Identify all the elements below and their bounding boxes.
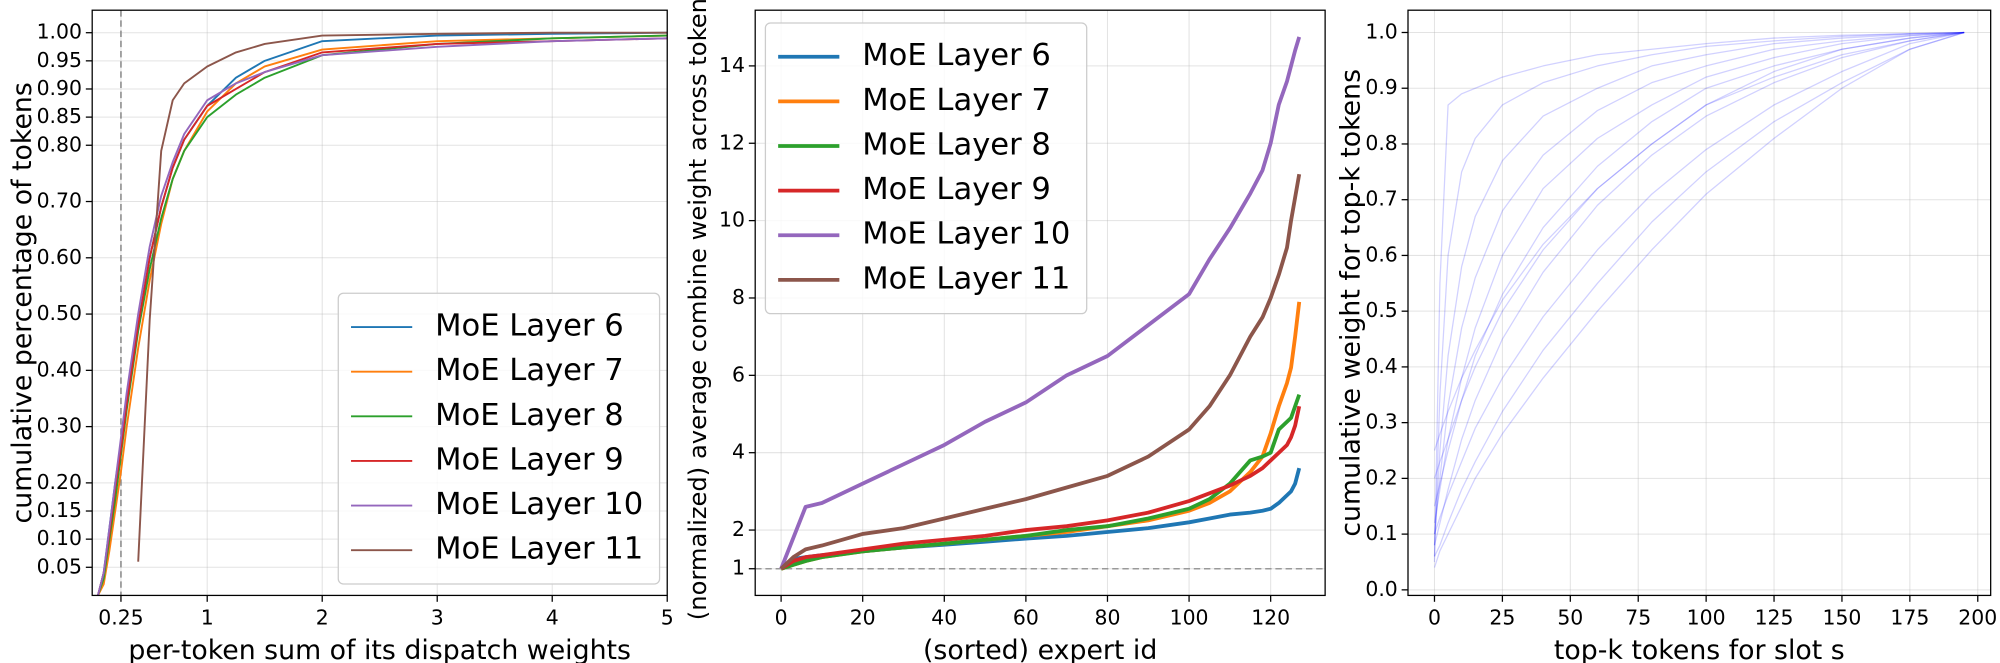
legend-label: MoE Layer 11	[435, 532, 643, 567]
y-tick-label: 0.30	[37, 414, 82, 438]
x-tick-label: 75	[1625, 605, 1651, 629]
axes-frame	[754, 9, 1326, 597]
x-tick-label: 4	[546, 605, 559, 629]
y-tick-label: 6	[732, 362, 745, 386]
y-tick-label: 0.15	[37, 498, 82, 522]
x-tick-label: 150	[1822, 605, 1861, 629]
data-line	[780, 405, 1302, 571]
y-axis-label: cumulative weight for top-k tokens	[1335, 69, 1366, 537]
y-axis-label: (normalized) average combine weight acro…	[684, 0, 712, 620]
y-tick-label: 4	[732, 440, 745, 464]
y-tick-label: 0.05	[37, 554, 82, 578]
legend-label: MoE Layer 9	[862, 172, 1051, 207]
y-tick-label: 0.5	[1365, 298, 1397, 322]
y-tick-label: 1.00	[37, 20, 82, 44]
x-tick-label: 200	[1958, 605, 1997, 629]
x-tick-label: 3	[431, 605, 444, 629]
legend-label: MoE Layer 10	[862, 217, 1070, 252]
x-tick-label: 40	[931, 605, 957, 629]
x-tick-label: 0	[775, 605, 788, 629]
x-axis-label: per-token sum of its dispatch weights	[128, 635, 631, 663]
y-tick-label: 0.90	[37, 76, 82, 100]
legend-label: MoE Layer 7	[435, 353, 624, 388]
data-line	[1433, 31, 1965, 562]
legend-label: MoE Layer 8	[435, 398, 624, 433]
legend-label: MoE Layer 6	[862, 38, 1051, 73]
data-line	[779, 36, 1302, 570]
legend-label: MoE Layer 8	[862, 127, 1051, 162]
x-tick-label: 5	[661, 605, 674, 629]
legend-box	[764, 22, 1088, 315]
x-tick-label: 80	[1094, 605, 1120, 629]
data-line	[1433, 31, 1965, 479]
data-line	[779, 173, 1302, 571]
y-tick-label: 0.40	[37, 357, 82, 381]
x-axis-label: top-k tokens for slot s	[1554, 635, 1845, 663]
data-line	[780, 394, 1302, 571]
y-tick-label: 1	[732, 556, 745, 580]
x-tick-label: 25	[1489, 605, 1515, 629]
y-tick-label: 0.20	[37, 470, 82, 494]
y-tick-label: 0.4	[1365, 354, 1397, 378]
legend-label: MoE Layer 11	[862, 261, 1070, 296]
axes-frame	[1407, 9, 1992, 597]
data-line	[1433, 31, 1965, 535]
y-tick-label: 0.2	[1365, 465, 1397, 489]
legend-label: MoE Layer 10	[435, 487, 643, 522]
y-tick-label: 0.3	[1365, 410, 1397, 434]
y-axis-label: cumulative percentage of tokens	[7, 82, 38, 523]
y-tick-label: 0.80	[37, 132, 82, 156]
x-tick-label: 0.25	[98, 605, 143, 629]
axes-frame	[91, 9, 668, 597]
y-tick-label: 12	[719, 130, 745, 154]
y-tick-label: 0.85	[37, 104, 82, 128]
x-tick-label: 175	[1890, 605, 1929, 629]
data-line	[1433, 31, 1965, 557]
y-tick-label: 10	[719, 208, 745, 232]
y-tick-label: 0.7	[1365, 187, 1397, 211]
data-line	[97, 37, 668, 596]
y-tick-label: 14	[719, 53, 745, 77]
y-tick-label: 0.70	[37, 189, 82, 213]
y-tick-label: 0.0	[1365, 577, 1397, 601]
y-tick-label: 0.60	[37, 245, 82, 269]
x-axis-label: (sorted) expert id	[923, 635, 1157, 663]
y-tick-label: 0.50	[37, 301, 82, 325]
y-tick-label: 0.6	[1365, 242, 1397, 266]
legend-label: MoE Layer 6	[435, 309, 624, 344]
data-line	[1433, 31, 1965, 546]
y-tick-label: 0.8	[1365, 131, 1397, 155]
legend-box	[337, 292, 661, 585]
y-tick-label: 0.10	[37, 526, 82, 550]
x-tick-label: 120	[1251, 605, 1290, 629]
x-tick-label: 100	[1687, 605, 1726, 629]
legend-label: MoE Layer 7	[862, 83, 1051, 118]
y-tick-label: 1.0	[1365, 19, 1397, 43]
x-tick-label: 20	[850, 605, 876, 629]
x-tick-label: 0	[1428, 605, 1441, 629]
y-tick-label: 2	[732, 517, 745, 541]
data-line	[1433, 31, 1965, 557]
data-line	[1433, 31, 1965, 507]
y-tick-label: 0.1	[1365, 521, 1397, 545]
legend-label: MoE Layer 9	[435, 442, 624, 477]
x-tick-label: 125	[1755, 605, 1794, 629]
x-tick-label: 2	[316, 605, 329, 629]
x-tick-label: 50	[1557, 605, 1583, 629]
x-tick-label: 100	[1170, 605, 1209, 629]
data-line	[1433, 31, 1965, 535]
y-tick-label: 8	[732, 285, 745, 309]
data-line	[1433, 31, 1965, 568]
data-line	[1433, 31, 1965, 546]
data-line	[137, 31, 668, 562]
y-tick-label: 0.9	[1365, 75, 1397, 99]
data-line	[1433, 31, 1965, 524]
data-line	[1433, 31, 1965, 451]
x-tick-label: 60	[1013, 605, 1039, 629]
y-tick-label: 0.95	[37, 48, 82, 72]
x-tick-label: 1	[201, 605, 214, 629]
